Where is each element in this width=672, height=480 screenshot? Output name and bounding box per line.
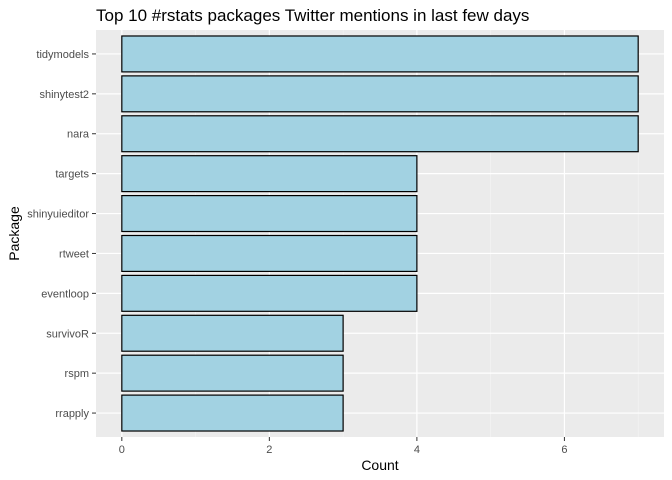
x-tick-label: 6: [561, 444, 567, 456]
x-tick-label: 0: [119, 444, 125, 456]
bar-rrapply: [121, 394, 344, 432]
y-axis: tidymodels shinytest2 nara targets shinyuied…: [27, 49, 96, 420]
chart-title: Top 10 #rstats packages Twitter mentions…: [96, 6, 529, 25]
bar-tidymodels: [121, 35, 639, 73]
bar-rtweet: [121, 234, 418, 273]
y-tick-label: shinyuieditor: [27, 209, 89, 221]
y-tick-label: rspm: [65, 368, 89, 380]
x-tick-label: 4: [414, 444, 420, 456]
y-tick-label: targets: [55, 169, 89, 181]
bar-shinytest2: [121, 75, 639, 113]
x-tick-label: 2: [266, 444, 272, 456]
bar-survivoR: [121, 314, 344, 352]
y-axis-title: Package: [6, 206, 22, 261]
bar-shinyuieditor: [121, 194, 418, 233]
y-tick-label: survivoR: [46, 328, 89, 340]
bar-rspm: [121, 354, 344, 392]
y-tick-label: rtweet: [59, 248, 89, 260]
y-tick-label: nara: [67, 129, 90, 141]
y-tick-label: shinytest2: [39, 89, 89, 101]
bar-nara: [121, 115, 639, 153]
y-tick-label: rrapply: [55, 408, 89, 420]
x-axis: 0 2 4 6: [119, 437, 567, 456]
bar-targets: [121, 155, 418, 193]
y-tick-label: tidymodels: [36, 49, 89, 61]
y-tick-label: eventloop: [41, 288, 89, 300]
x-axis-title: Count: [361, 457, 398, 473]
bar-eventloop: [121, 274, 418, 312]
bars: [121, 35, 639, 432]
